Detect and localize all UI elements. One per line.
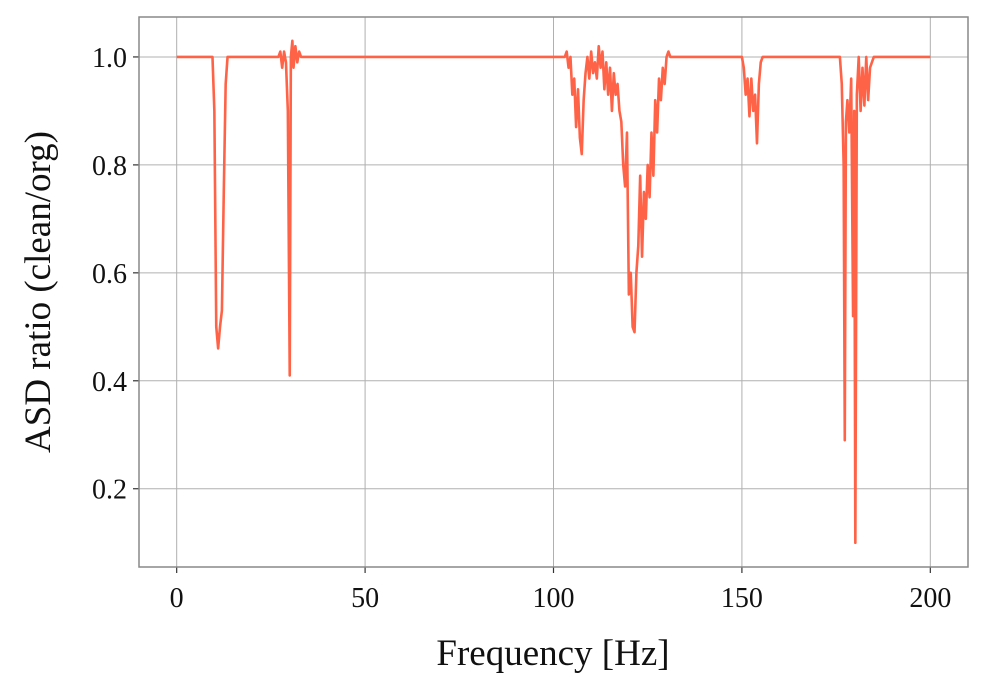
y-tick-label: 0.6 xyxy=(92,259,127,290)
plot-frame xyxy=(138,16,969,568)
x-tick-label: 0 xyxy=(170,583,184,614)
x-tick-label: 100 xyxy=(533,583,575,614)
x-tick-label: 200 xyxy=(909,583,951,614)
y-tick-label: 1.0 xyxy=(92,43,127,74)
y-axis-label: ASD ratio (clean/org) xyxy=(18,131,59,453)
x-tick-label: 50 xyxy=(351,583,379,614)
y-tick-label: 0.4 xyxy=(92,367,127,398)
data-line xyxy=(176,39,931,545)
x-tick-label: 150 xyxy=(721,583,763,614)
y-tick-label: 0.2 xyxy=(92,475,127,506)
y-tick-label: 0.8 xyxy=(92,151,127,182)
x-axis-label: Frequency [Hz] xyxy=(436,633,669,674)
